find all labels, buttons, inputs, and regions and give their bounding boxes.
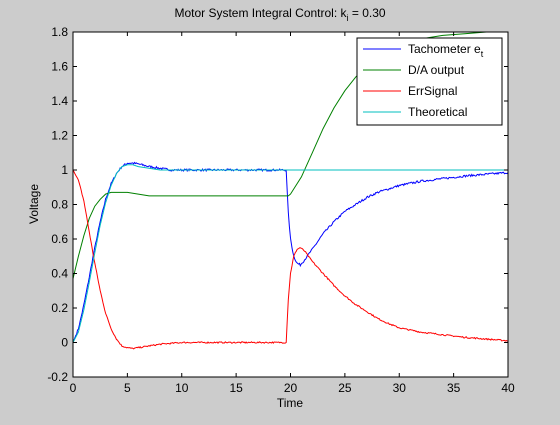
- series-line-2: [72, 169, 509, 350]
- series-line-3: [72, 164, 508, 343]
- x-tick-label: 30: [393, 381, 407, 395]
- legend-label: D/A output: [408, 63, 465, 77]
- x-tick-label: 20: [284, 381, 298, 395]
- x-tick-label: 0: [70, 381, 77, 395]
- x-tick-label: 25: [338, 381, 352, 395]
- x-axis-label: Time: [277, 396, 304, 410]
- chart-title-subscript: i: [347, 13, 349, 23]
- chart-title: Motor System Integral Control: ki = 0.30: [174, 6, 385, 23]
- legend-label: Theoretical: [408, 105, 467, 119]
- y-tick-label: 0.2: [51, 301, 68, 315]
- x-tick-label: 35: [447, 381, 461, 395]
- legend-label: Tachometer et: [408, 42, 484, 59]
- y-tick-label: 0.6: [51, 232, 68, 246]
- y-tick-label: 1.6: [51, 60, 68, 74]
- x-tick-label: 5: [124, 381, 131, 395]
- x-tick-label: 10: [175, 381, 189, 395]
- ticks-layer: 0 5 10 15 20 25 30 35 40-0.200.20.40.60.811.21.4…: [47, 25, 515, 395]
- chart-title-tail: = 0.30: [349, 6, 386, 20]
- x-tick-label: 15: [229, 381, 243, 395]
- y-tick-label: -0.2: [47, 370, 68, 384]
- y-tick-label: 0.8: [51, 198, 68, 212]
- y-tick-label: 0: [61, 336, 68, 350]
- legend-box: [356, 37, 503, 126]
- legend: Tachometer et D/A output ErrSignal Theoreti…: [356, 37, 503, 126]
- legend-label: ErrSignal: [408, 84, 457, 98]
- y-tick-label: 1.2: [51, 129, 68, 143]
- series-line-0: [72, 161, 509, 343]
- x-tick-label: 40: [501, 381, 515, 395]
- series-layer: [72, 31, 509, 350]
- y-axis-label: Voltage: [27, 184, 41, 224]
- y-tick-label: 1.8: [51, 25, 68, 39]
- y-tick-label: 0.4: [51, 267, 68, 281]
- y-tick-label: 1.4: [51, 94, 68, 108]
- y-tick-label: 1: [61, 163, 68, 177]
